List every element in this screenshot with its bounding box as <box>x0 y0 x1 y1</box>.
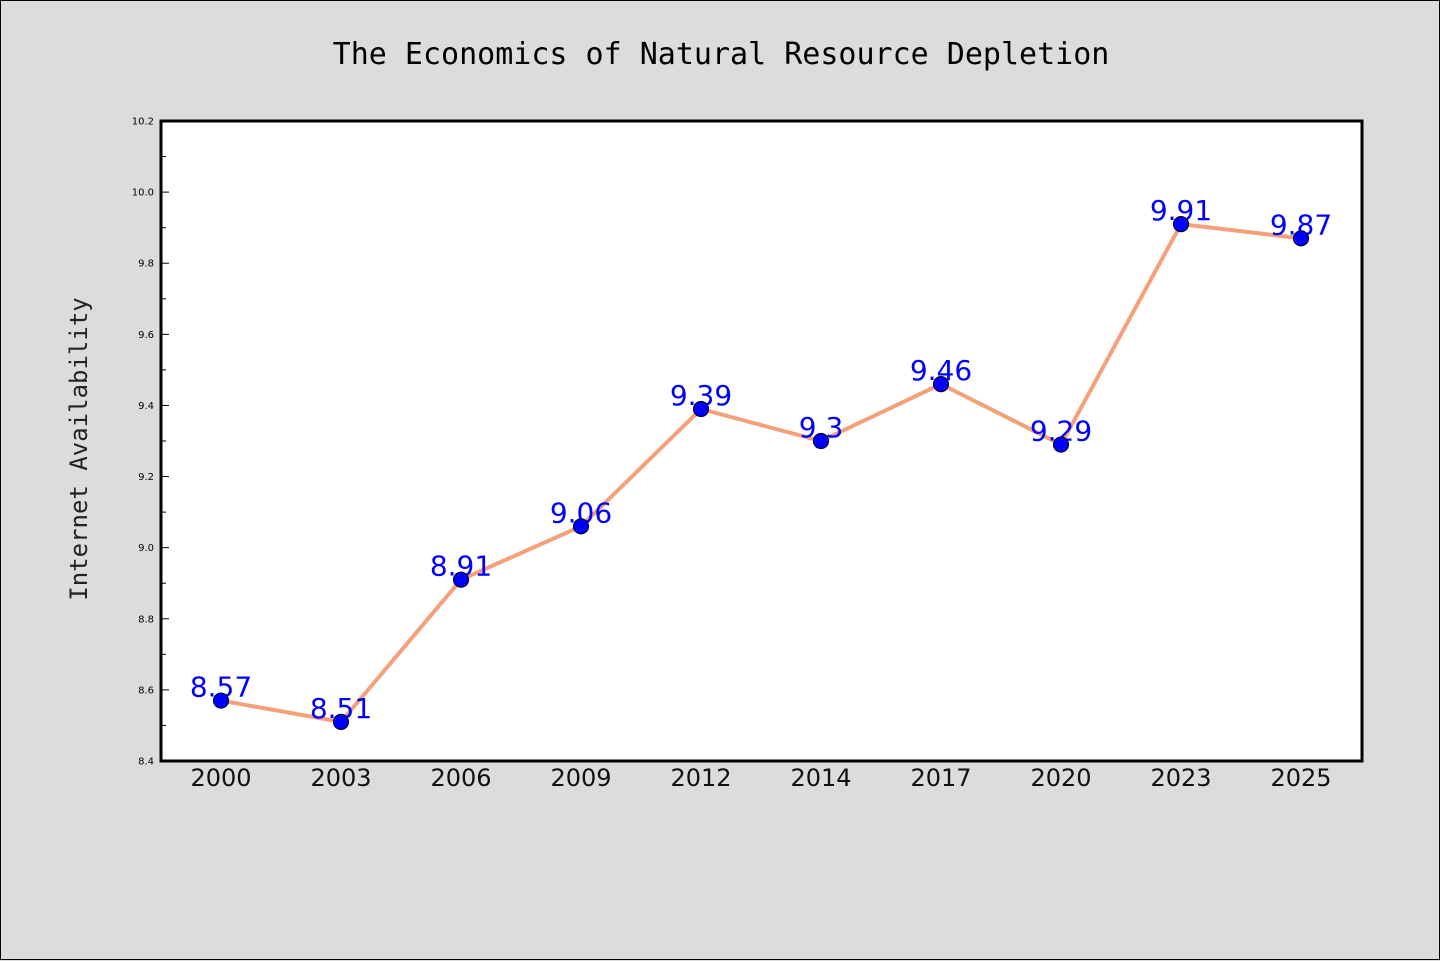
x-tick-label: 2017 <box>910 764 971 792</box>
y-tick-label: 8.6 <box>138 685 154 696</box>
data-point <box>1172 216 1190 233</box>
data-point <box>932 376 950 393</box>
data-points-layer <box>212 216 1310 730</box>
y-tick-label: 10.2 <box>132 117 154 128</box>
x-tick-label: 2014 <box>790 764 851 792</box>
data-point <box>1292 230 1310 247</box>
data-point <box>692 400 710 418</box>
x-tick-label: 2003 <box>310 764 371 792</box>
x-tick-label: 2012 <box>670 764 731 792</box>
y-tick-label: 9.0 <box>138 543 154 554</box>
y-tick-label: 9.6 <box>138 330 154 341</box>
axis-ticks: 8.4 8.6 8.8 9.0 9.2 9.4 9.6 9.8 10.0 10.2 2000 2003… <box>132 117 1332 793</box>
y-tick-label: 10.0 <box>132 188 154 199</box>
x-tick-label: 2000 <box>190 764 251 792</box>
chart-title: The Economics of Natural Resource Deplet… <box>333 37 1110 72</box>
data-point <box>812 432 830 450</box>
y-tick-label: 9.4 <box>138 401 154 412</box>
data-point <box>1052 436 1070 453</box>
y-tick-label: 8.8 <box>138 614 154 625</box>
y-axis-label: Internet Availability <box>65 297 93 600</box>
x-tick-label: 2023 <box>1150 764 1211 792</box>
x-tick-label: 2020 <box>1030 764 1091 792</box>
data-point <box>572 518 590 535</box>
x-tick-label: 2009 <box>550 764 611 792</box>
plot-area <box>159 119 1364 763</box>
series-line-layer <box>220 222 1302 724</box>
data-point <box>332 713 350 730</box>
data-point <box>452 571 470 588</box>
data-point <box>212 692 230 709</box>
y-tick-label: 9.2 <box>138 472 154 483</box>
series-line <box>220 222 1302 724</box>
x-tick-label: 2006 <box>430 764 491 792</box>
y-tick-label: 8.4 <box>138 757 154 768</box>
x-tick-label: 2025 <box>1270 764 1331 792</box>
y-tick-label: 9.8 <box>138 259 154 270</box>
